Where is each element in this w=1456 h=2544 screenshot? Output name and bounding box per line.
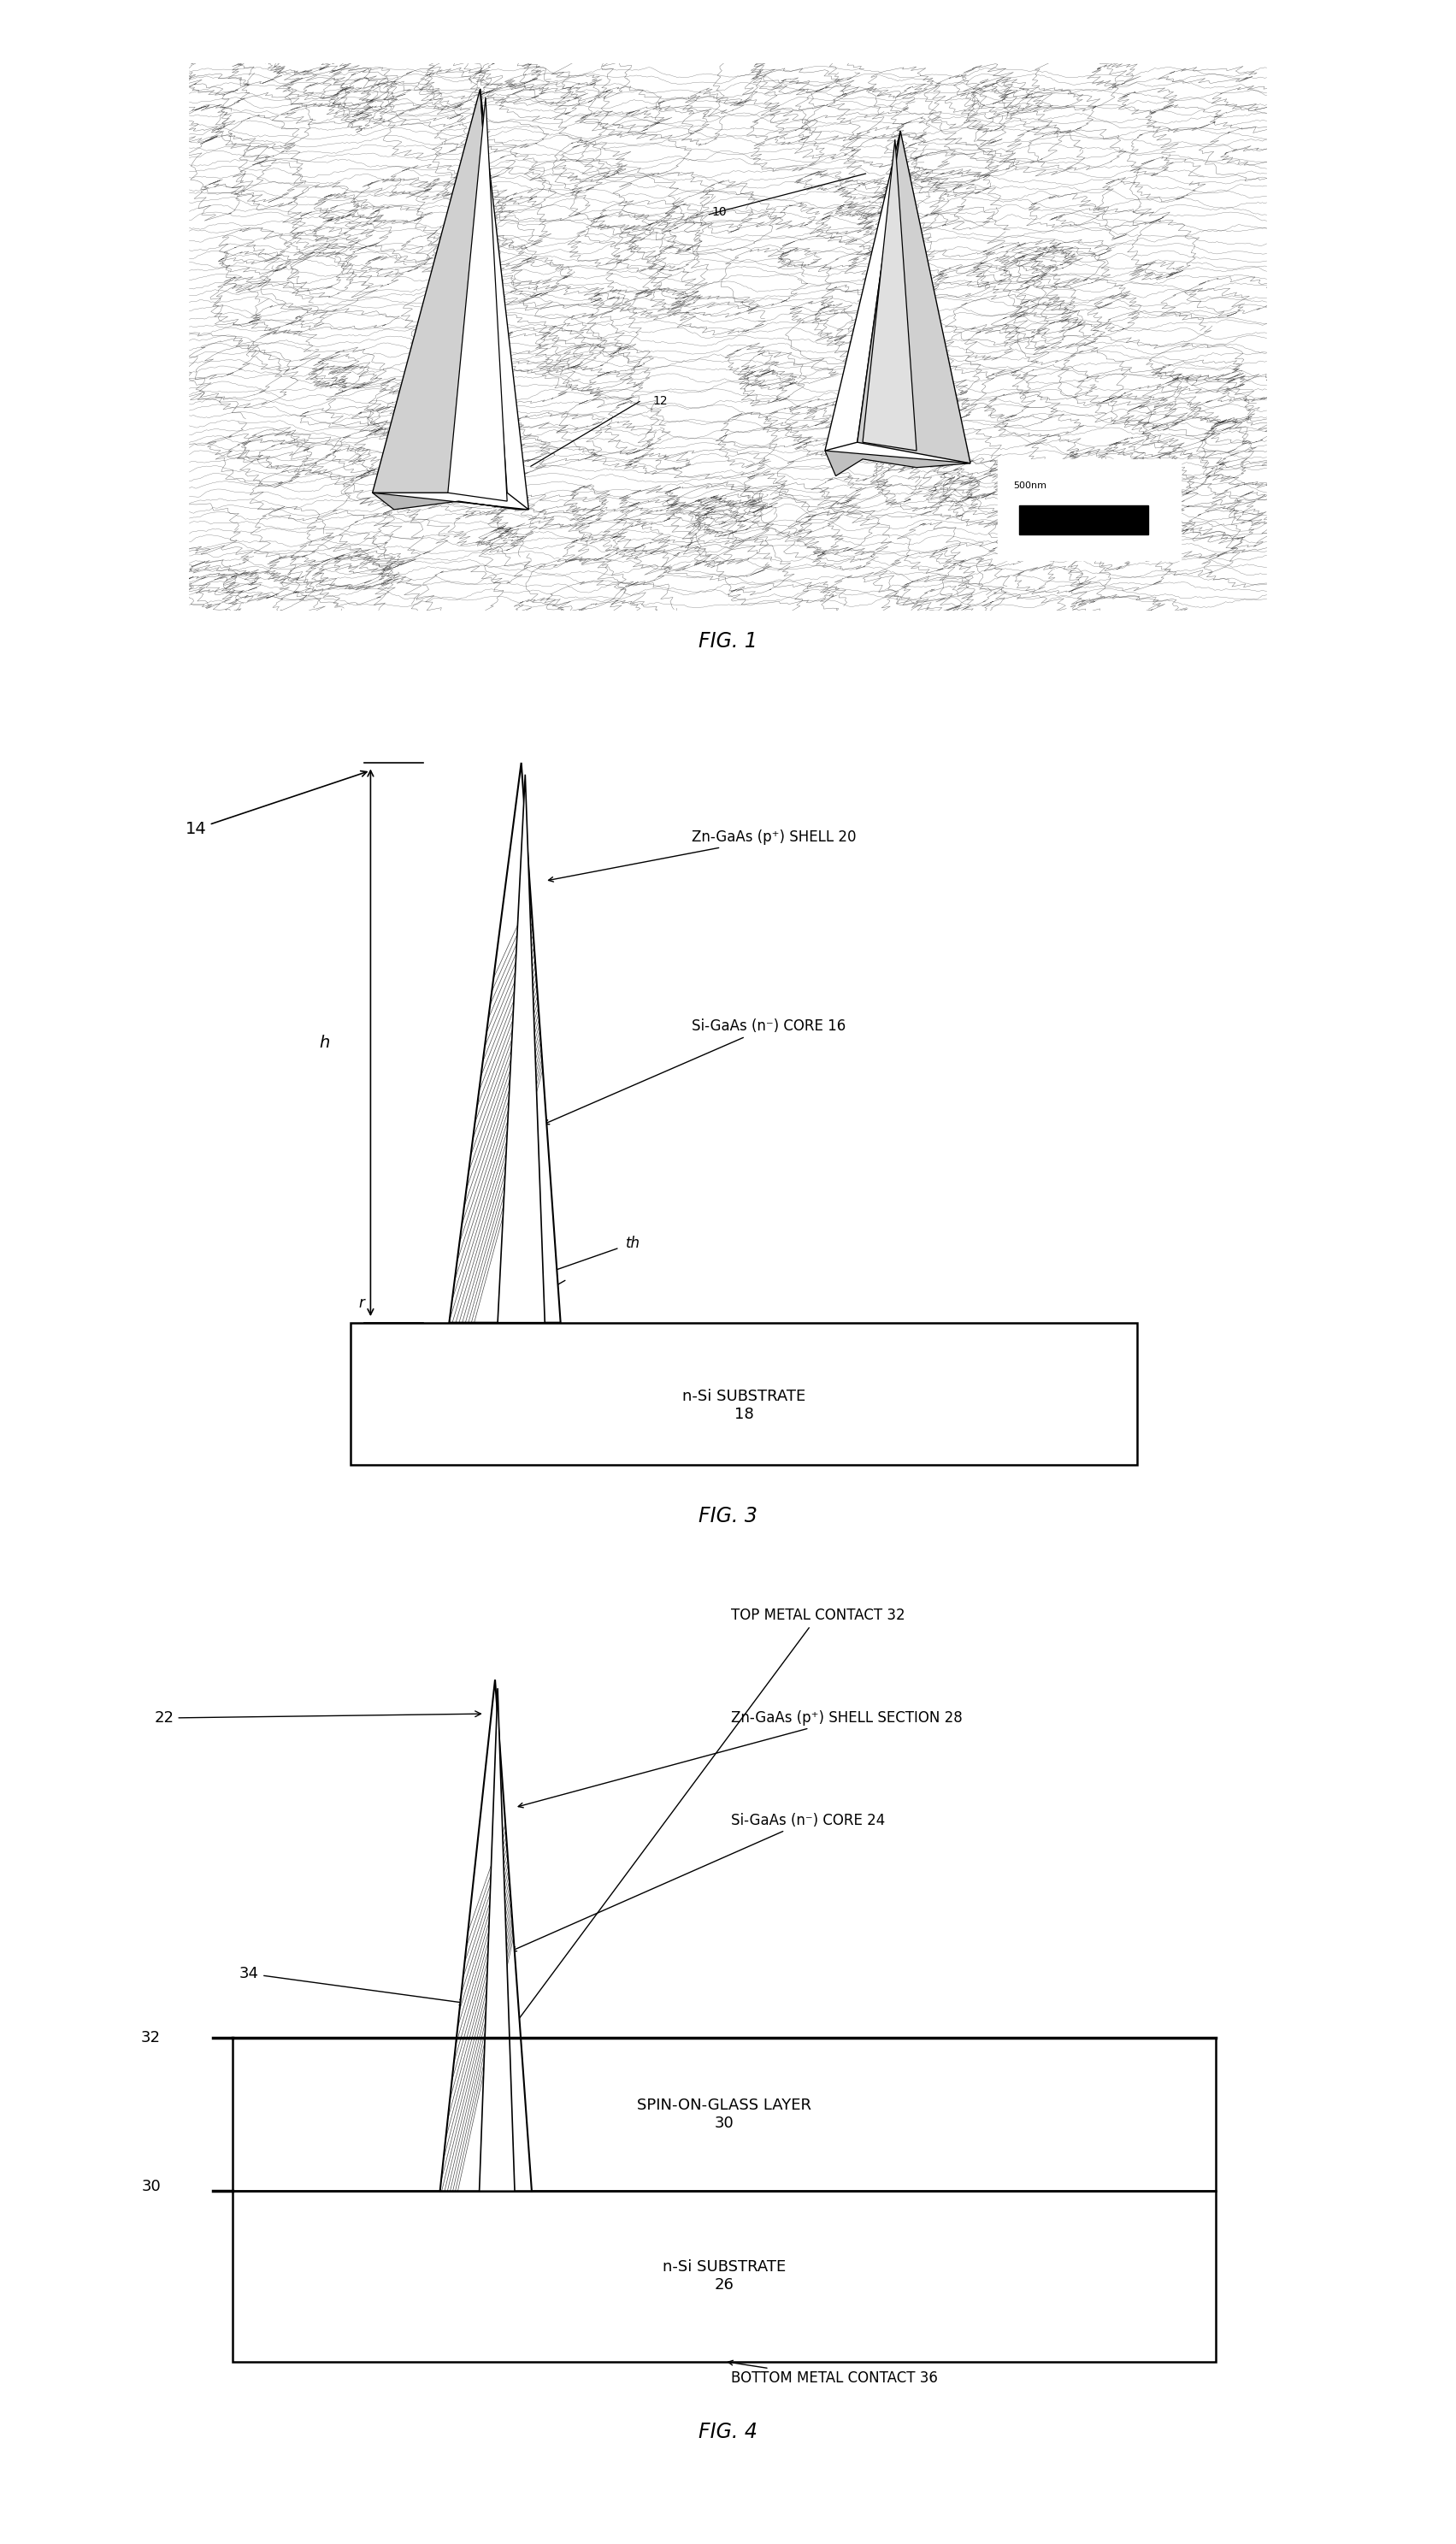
Text: FIG. 1: FIG. 1 xyxy=(699,631,757,651)
Polygon shape xyxy=(826,450,970,476)
Text: 34: 34 xyxy=(239,1967,464,2005)
Bar xyxy=(233,2038,1216,2190)
Polygon shape xyxy=(373,89,507,494)
Text: 30: 30 xyxy=(141,2180,160,2195)
Polygon shape xyxy=(862,140,917,450)
Bar xyxy=(1019,506,1149,534)
Polygon shape xyxy=(858,130,970,463)
Polygon shape xyxy=(373,89,529,509)
Text: 14: 14 xyxy=(185,771,367,837)
Text: th: th xyxy=(626,1236,641,1252)
Polygon shape xyxy=(448,763,561,1323)
Polygon shape xyxy=(440,1679,531,2190)
Text: FIG. 4: FIG. 4 xyxy=(699,2422,757,2442)
Polygon shape xyxy=(826,130,970,463)
Polygon shape xyxy=(498,773,545,1323)
Text: 22: 22 xyxy=(154,1710,480,1725)
Text: SPIN-ON-GLASS LAYER
30: SPIN-ON-GLASS LAYER 30 xyxy=(638,2099,811,2132)
Bar xyxy=(351,1323,1137,1465)
Text: n-Si SUBSTRATE
26: n-Si SUBSTRATE 26 xyxy=(662,2259,786,2292)
Text: n-Si SUBSTRATE
18: n-Si SUBSTRATE 18 xyxy=(683,1389,805,1422)
Text: Zn-GaAs (p⁺) SHELL SECTION 28: Zn-GaAs (p⁺) SHELL SECTION 28 xyxy=(518,1710,962,1809)
Text: 500nm: 500nm xyxy=(1013,481,1047,491)
Text: h: h xyxy=(319,1035,331,1051)
Text: Si-GaAs (n⁻) CORE 24: Si-GaAs (n⁻) CORE 24 xyxy=(511,1811,885,1951)
Polygon shape xyxy=(448,97,507,501)
Text: Si-GaAs (n⁻) CORE 16: Si-GaAs (n⁻) CORE 16 xyxy=(545,1018,846,1124)
Text: 32: 32 xyxy=(141,2030,160,2045)
Text: FIG. 3: FIG. 3 xyxy=(699,1506,757,1526)
Text: 10: 10 xyxy=(712,206,727,219)
Bar xyxy=(233,2190,1216,2361)
Polygon shape xyxy=(479,1689,515,2190)
Polygon shape xyxy=(826,130,900,450)
Polygon shape xyxy=(373,494,529,509)
Polygon shape xyxy=(480,89,529,509)
Text: BOTTOM METAL CONTACT 36: BOTTOM METAL CONTACT 36 xyxy=(728,2361,938,2386)
Bar xyxy=(997,458,1181,560)
Text: TOP METAL CONTACT 32: TOP METAL CONTACT 32 xyxy=(511,1608,906,2030)
Text: r: r xyxy=(358,1295,364,1310)
Text: 12: 12 xyxy=(652,394,668,407)
Text: Zn-GaAs (p⁺) SHELL 20: Zn-GaAs (p⁺) SHELL 20 xyxy=(549,829,856,883)
